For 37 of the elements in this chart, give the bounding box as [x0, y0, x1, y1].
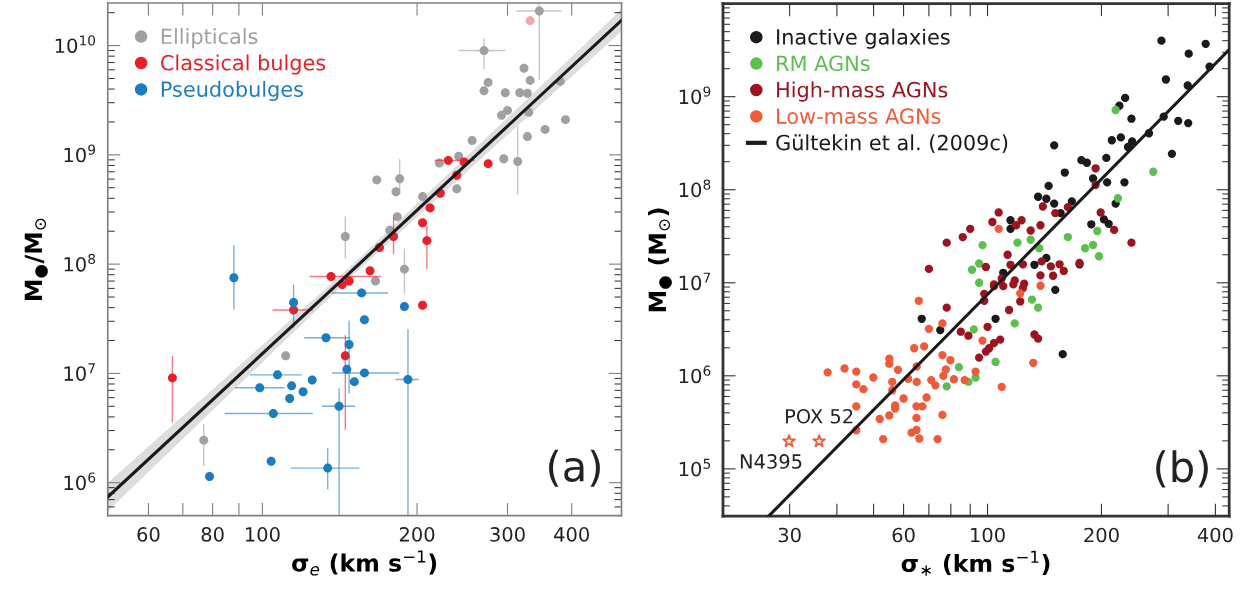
x-tick-label: 400 — [1197, 527, 1233, 543]
x-tick-label: 200 — [1084, 527, 1119, 543]
x-tick-label: 60 — [137, 527, 160, 542]
x-axis-title: σ$_{e}$ (km s$^{−1}$) — [292, 550, 437, 576]
x-tick-label: 60 — [892, 527, 915, 543]
y-axis-title: M$_{●}$/M$_{⊙}$ — [24, 218, 48, 300]
y-tick-label: 10$^{10}$ — [55, 35, 96, 54]
y-tick-label: 10$^{9}$ — [64, 144, 96, 163]
y-tick-label: 10$^{8}$ — [64, 253, 96, 272]
x-axis-title: σ$_{∗}$ (km s$^{−1}$) — [901, 550, 1050, 576]
y-tick-label: 10$^{5}$ — [679, 458, 711, 477]
x-tick-label: 100 — [971, 527, 1005, 543]
legend-label: RM AGNs — [777, 55, 870, 72]
x-tick-label: 300 — [490, 527, 525, 542]
y-tick-label: 10$^{7}$ — [64, 363, 95, 381]
legend-label: Inactive galaxies — [777, 28, 950, 49]
x-tick-label: 100 — [245, 527, 280, 542]
annotation: (b) — [1156, 450, 1208, 488]
annotation: (a) — [549, 449, 600, 487]
legend-label: Ellipticals — [161, 28, 258, 49]
x-tick-label: 80 — [201, 527, 224, 542]
y-tick-label: 10$^{6}$ — [679, 365, 711, 384]
legend-label: Pseudobulges — [161, 80, 303, 102]
x-tick-label: 200 — [399, 527, 435, 542]
annotation: N4395 — [740, 454, 802, 469]
x-tick-label: 30 — [778, 527, 801, 543]
legend-label: High-mass AGNs — [777, 81, 948, 102]
legend-label: Classical bulges — [161, 54, 326, 75]
y-tick-label: 10$^{7}$ — [679, 272, 711, 291]
x-tick-label: 400 — [554, 527, 589, 542]
y-tick-label: 10$^{8}$ — [679, 179, 711, 198]
legend-label: Gültekin et al. (2009c) — [776, 134, 1008, 153]
y-axis-title: M$_{●}$ (M$_{⊙}$) — [648, 208, 672, 312]
y-tick-label: 10$^{6}$ — [64, 472, 96, 491]
y-tick-label: 10$^{9}$ — [679, 86, 711, 105]
legend-label: Low-mass AGNs — [777, 108, 941, 125]
annotation: POX 52 — [786, 408, 853, 424]
